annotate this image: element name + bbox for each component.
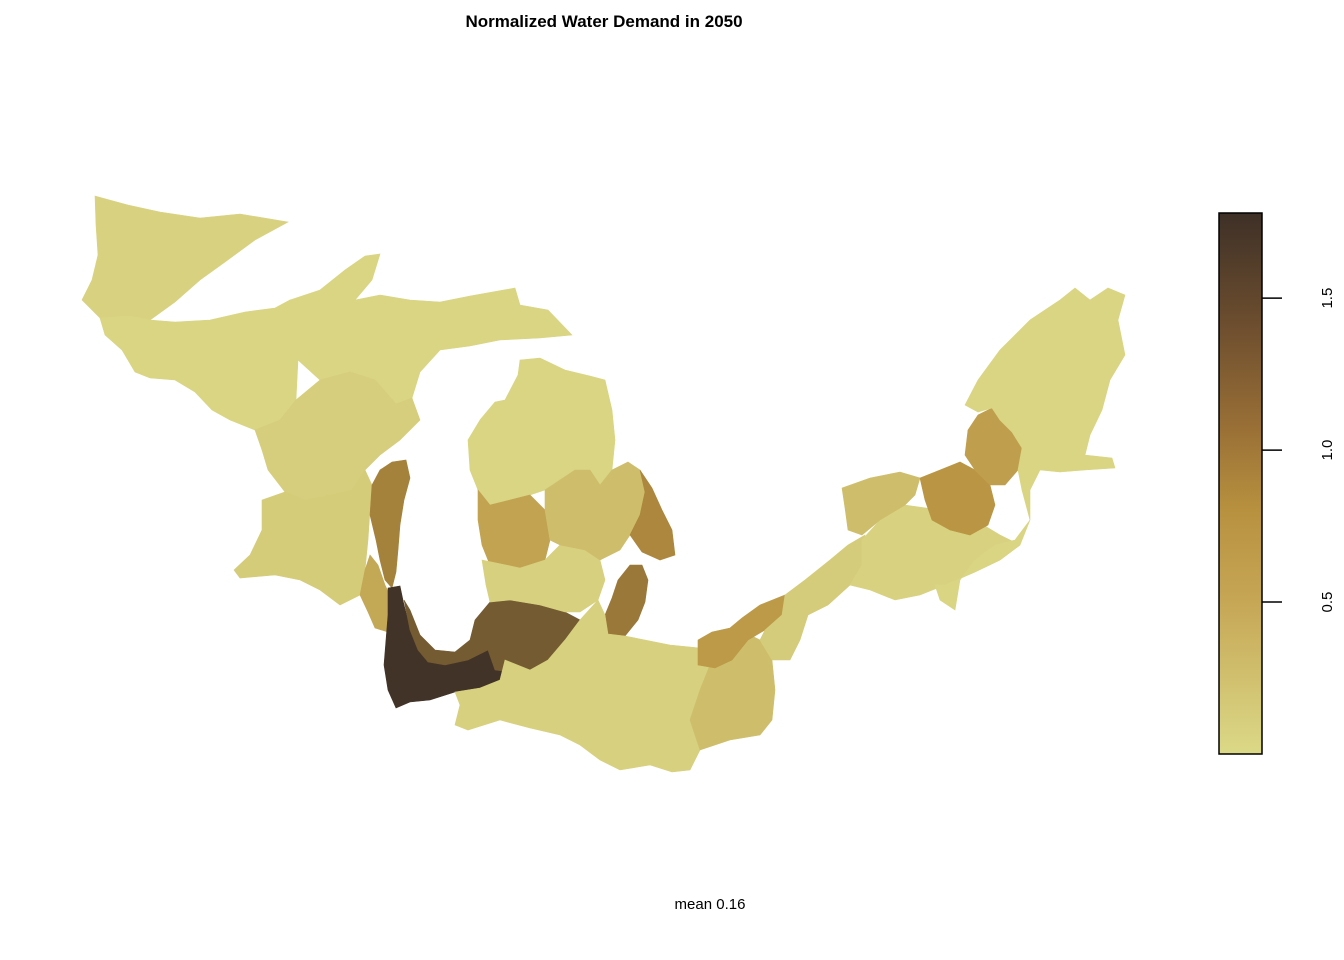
region-grand-rapids-area	[477, 489, 551, 569]
region-lake-superior-north-shore	[81, 195, 289, 321]
region-erie-niagara	[759, 534, 866, 661]
region-st-lawrence-quebec	[934, 287, 1126, 611]
map-title: Normalized Water Demand in 2050	[465, 12, 743, 31]
region-thumb-michigan	[629, 469, 676, 561]
legend-tick-label: 1.0	[1319, 440, 1336, 461]
map-subtitle: mean 0.16	[674, 896, 746, 913]
region-southern-ontario-west	[841, 471, 921, 536]
legend-tick-label: 1.5	[1319, 288, 1336, 309]
region-milwaukee-area	[369, 459, 411, 589]
legend-color-bar	[1218, 212, 1263, 755]
legend-ticks: 0.5 1.0 1.5	[1262, 288, 1336, 613]
region-toronto-golden-horseshoe	[919, 461, 996, 536]
region-detroit-area	[604, 564, 649, 637]
legend-tick-label: 0.5	[1319, 592, 1336, 613]
